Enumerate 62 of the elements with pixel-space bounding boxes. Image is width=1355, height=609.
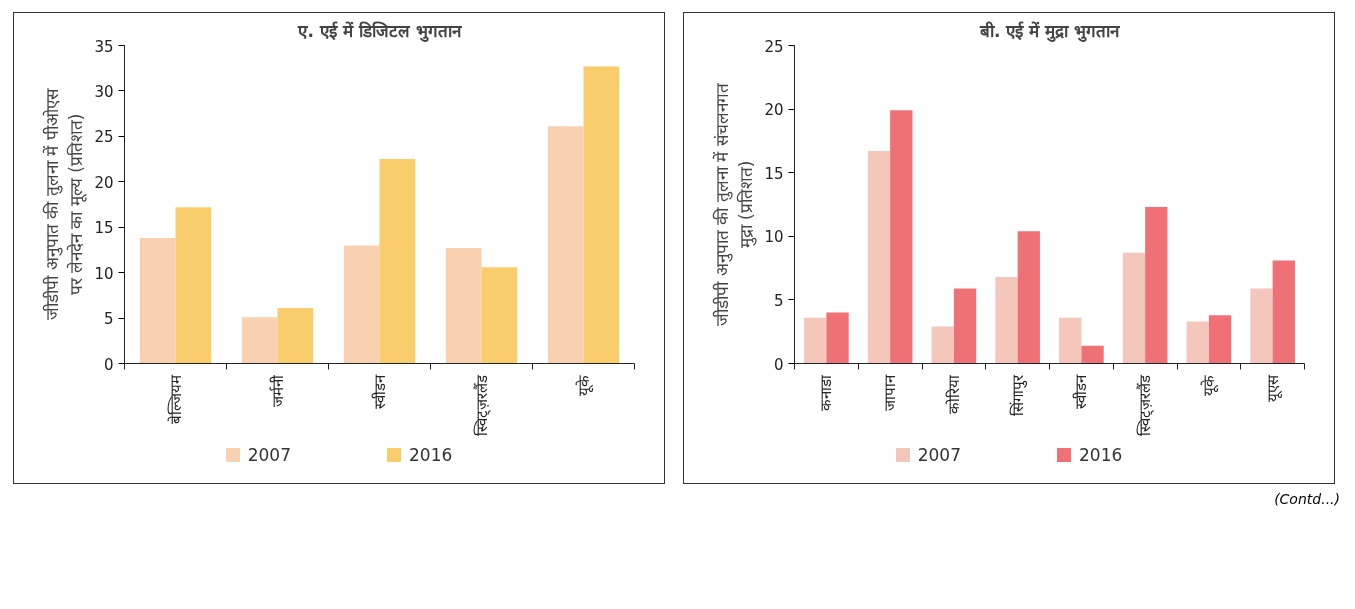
y-tick-label: 10: [764, 228, 784, 247]
bar: [890, 110, 913, 364]
bar: [445, 248, 482, 364]
x-tick-label: स्वीडन: [1072, 373, 1091, 409]
y-tick-label: 5: [103, 310, 114, 329]
y-tick-label: 5: [773, 291, 784, 310]
bar: [241, 317, 278, 364]
bar: [139, 238, 176, 364]
y-tick-label: 20: [764, 101, 784, 120]
bar: [1208, 315, 1232, 364]
bar: [277, 308, 314, 364]
bar: [1081, 345, 1104, 364]
chart-title: बी. एई में मुद्रा भुगतान: [978, 20, 1121, 42]
bar: [481, 267, 518, 364]
x-tick-label: स्विट्ज़रलैंड: [1136, 373, 1155, 436]
bar: [804, 317, 827, 364]
y-axis-title: जीडीपी अनुपात की तुलना में संचलनगत मुद्रा (प्रतिशत): [712, 83, 758, 326]
legend-label: 2007: [246, 444, 291, 467]
bar: [1122, 252, 1146, 364]
y-tick-label: 35: [94, 37, 114, 56]
bar: [1145, 207, 1168, 364]
bar: [1272, 260, 1295, 364]
y-axis-title: जीडीपी अनुपात की तुलना में पीओएस पर लेनदेन का मूल्य (प्रतिशत): [42, 88, 88, 320]
y-tick-label: 10: [94, 264, 114, 283]
x-tick-label: बेल्जियम: [166, 373, 185, 424]
x-tick-label: कनाडा: [817, 373, 836, 411]
bar: [953, 288, 977, 364]
x-tick-label: स्वीडन: [370, 373, 389, 409]
x-tick-label: स्विट्ज़रलैंड: [472, 373, 491, 436]
bar: [995, 277, 1018, 364]
bar: [343, 245, 380, 364]
bar: [583, 66, 620, 364]
y-tick-label: 30: [94, 82, 114, 101]
bar: [1186, 321, 1209, 364]
bar: [547, 126, 584, 364]
bar: [931, 326, 954, 364]
bar: [1017, 231, 1040, 364]
bar: [867, 151, 891, 364]
y-tick-label: 20: [94, 173, 114, 192]
y-tick-label: 0: [773, 355, 784, 374]
y-tick-label: 25: [764, 37, 784, 56]
bar: [175, 207, 212, 364]
x-tick-label: कोरिया: [944, 373, 963, 414]
x-tick-label: यूएस: [1263, 373, 1283, 402]
legend-label: 2007: [916, 444, 961, 467]
legend-label: 2016: [408, 444, 453, 467]
bar: [826, 312, 849, 364]
x-tick-label: यूके: [574, 374, 594, 396]
y-tick-label: 15: [94, 219, 114, 238]
y-tick-label: 15: [764, 164, 784, 183]
x-tick-label: यूके: [1199, 374, 1219, 396]
text: (Contd...): [1274, 490, 1340, 510]
chart-title: ए. एई में डिजिटल भुगतान: [297, 20, 462, 42]
y-tick-label: 25: [94, 128, 114, 147]
bar: [379, 159, 416, 364]
y-tick-label: 0: [103, 355, 114, 374]
x-tick-label: सिंगापुर: [1008, 373, 1028, 416]
bar: [1250, 288, 1273, 364]
legend-label: 2016: [1078, 444, 1123, 467]
bar: [1059, 317, 1082, 364]
x-tick-label: जर्मनी: [268, 373, 287, 407]
x-tick-label: जापान: [881, 373, 900, 411]
